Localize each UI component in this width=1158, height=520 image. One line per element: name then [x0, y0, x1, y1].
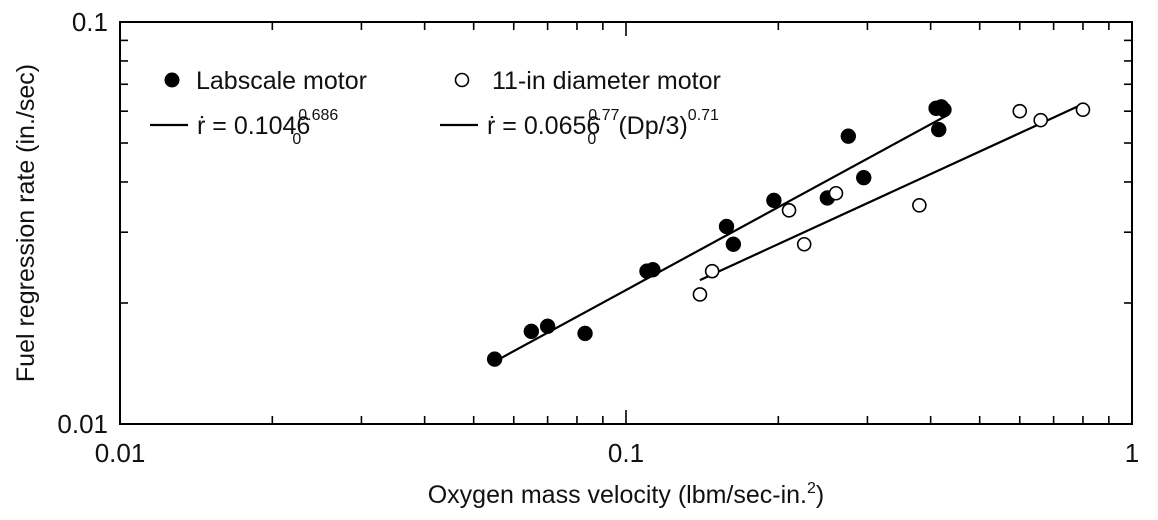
axis-ticks — [119, 21, 1133, 425]
labscale-point — [539, 318, 556, 335]
legend-label-labscale: Labscale motor — [196, 67, 367, 95]
eleven-inch-point — [828, 185, 844, 201]
y-tick-label: 0.01 — [57, 409, 108, 439]
eleven-inch-point — [704, 263, 720, 279]
eleven-inch-point — [1075, 102, 1091, 118]
legend-label-11in: 11-in diameter motor — [492, 67, 721, 95]
labscale-point — [577, 325, 593, 342]
x-axis-label: Oxygen mass velocity (lbm/sec-in.2) — [428, 480, 825, 509]
labscale-point — [936, 101, 952, 118]
legend-marker-labscale — [164, 72, 180, 88]
x-tick-label: 0.1 — [608, 438, 644, 468]
eleven-inch-point — [692, 287, 708, 302]
x-tick-label: 1 — [1125, 438, 1139, 468]
labscale-point — [523, 323, 540, 340]
fit-lines — [494, 103, 1084, 363]
fit-line-1 — [494, 114, 948, 363]
legend-label-fit-1: ṙ = 0.10460.686 0 — [197, 107, 338, 148]
y-axis-label: Fuel regression rate (in./sec) — [12, 64, 40, 382]
legend-marker-11in — [454, 72, 470, 88]
legend: Labscale motor 11-in diameter motor ṙ = … — [150, 67, 721, 148]
labscale-point — [486, 351, 503, 367]
labscale-point — [855, 169, 872, 186]
labscale-point — [718, 218, 735, 235]
eleven-inch-point — [781, 203, 797, 218]
labscale-point — [840, 128, 857, 144]
eleven-inch-point — [912, 197, 927, 213]
fit-line-2 — [699, 103, 1084, 282]
eleven-inch-point — [1033, 112, 1048, 128]
labscale-point — [766, 192, 782, 209]
labscale-point — [930, 121, 947, 138]
y-tick-label: 0.1 — [72, 7, 108, 37]
x-tick-label: 0.01 — [95, 438, 146, 468]
data-points — [486, 99, 1091, 367]
eleven-inch-point — [796, 236, 812, 252]
legend-label-fit-2: ṙ = 0.06560.77 0 (Dp/3)0.71 — [487, 107, 719, 148]
labscale-point — [725, 236, 742, 252]
tick-labels: 0.01 0.1 1 0.01 0.1 — [57, 7, 1139, 468]
eleven-inch-point — [1012, 103, 1028, 119]
labscale-point — [645, 261, 661, 278]
